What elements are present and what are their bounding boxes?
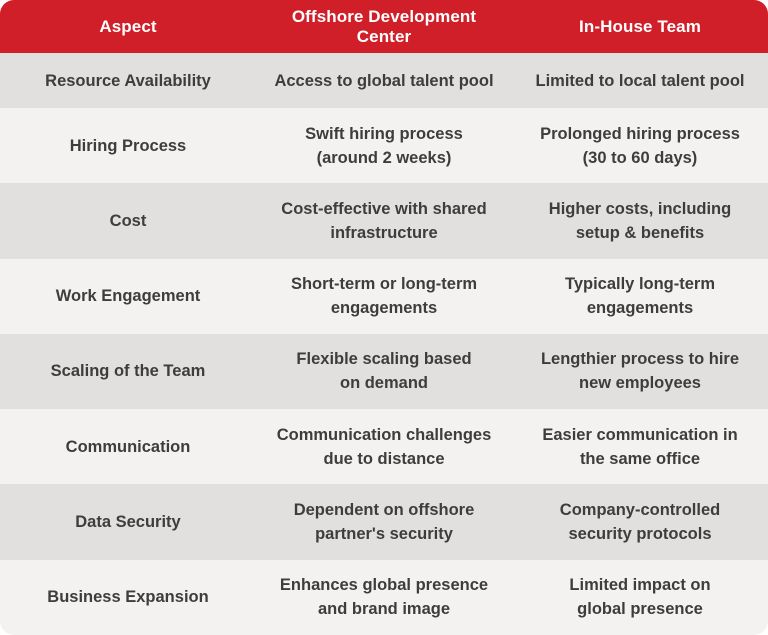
table-row-scaling-of-the-team: Scaling of the Team Flexible scaling bas… bbox=[0, 333, 768, 410]
offshore-cell: Flexible scaling based on demand bbox=[296, 350, 472, 393]
inhouse-cell: Easier communication in the same office bbox=[542, 425, 738, 468]
aspect-cell: Scaling of the Team bbox=[50, 362, 206, 381]
inhouse-cell: Lengthier process to hire new employees bbox=[540, 350, 740, 393]
offshore-cell: Short-term or long-term engagements bbox=[290, 275, 478, 318]
inhouse-cell: Prolonged hiring process (30 to 60 days) bbox=[540, 124, 740, 167]
offshore-cell: Swift hiring process (around 2 weeks) bbox=[305, 124, 463, 167]
offshore-cell: Access to global talent pool bbox=[274, 71, 494, 90]
table-row-resource-availability: Resource Availability Access to global t… bbox=[0, 53, 768, 108]
inhouse-cell: Higher costs, including setup & benefits bbox=[548, 199, 732, 242]
table-row-cost: Cost Cost-effective with shared infrastr… bbox=[0, 183, 768, 259]
table-row-communication: Communication Communication challenges d… bbox=[0, 409, 768, 485]
aspect-cell: Work Engagement bbox=[55, 287, 201, 306]
table-header-row: Aspect Offshore Development Center In-Ho… bbox=[0, 0, 768, 53]
inhouse-cell: Limited to local talent pool bbox=[535, 71, 745, 90]
header-cell-aspect: Aspect bbox=[99, 16, 157, 36]
offshore-cell: Enhances global presence and brand image bbox=[279, 576, 489, 619]
table-row-business-expansion: Business Expansion Enhances global prese… bbox=[0, 559, 768, 635]
aspect-cell: Data Security bbox=[75, 513, 181, 532]
aspect-cell: Cost bbox=[109, 211, 147, 230]
table-row-work-engagement: Work Engagement Short-term or long-term … bbox=[0, 258, 768, 334]
aspect-cell: Resource Availability bbox=[45, 71, 211, 90]
inhouse-cell: Typically long-term engagements bbox=[564, 275, 716, 318]
table-row-hiring-process: Hiring Process Swift hiring process (aro… bbox=[0, 108, 768, 184]
aspect-cell: Hiring Process bbox=[69, 136, 187, 155]
offshore-cell: Dependent on offshore partner's security bbox=[293, 501, 475, 544]
aspect-cell: Communication bbox=[65, 437, 191, 456]
header-cell-offshore: Offshore Development Center bbox=[291, 6, 477, 46]
aspect-cell: Business Expansion bbox=[47, 588, 209, 607]
table-row-data-security: Data Security Dependent on offshore part… bbox=[0, 484, 768, 560]
inhouse-cell: Company-controlled security protocols bbox=[559, 501, 721, 544]
offshore-cell: Cost-effective with shared infrastructur… bbox=[281, 199, 487, 242]
inhouse-cell: Limited impact on global presence bbox=[569, 576, 711, 619]
header-cell-inhouse: In-House Team bbox=[579, 16, 701, 36]
offshore-cell: Communication challenges due to distance bbox=[276, 425, 492, 468]
